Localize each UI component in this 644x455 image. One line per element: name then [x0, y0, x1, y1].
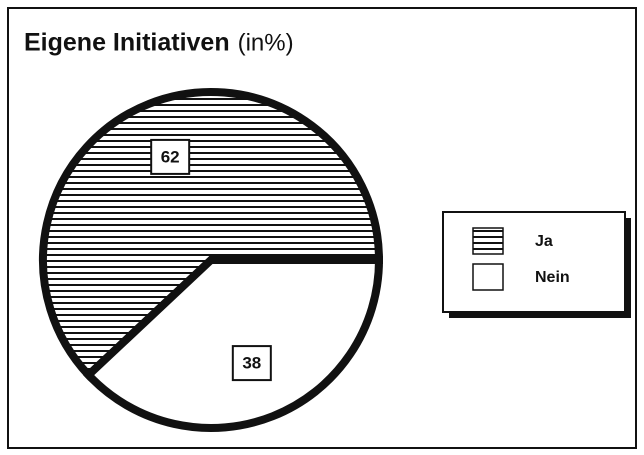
legend [442, 211, 626, 313]
pie-slice [39, 88, 384, 381]
data-label: 62 [161, 147, 180, 166]
legend-swatch [472, 227, 504, 255]
data-label-box [231, 345, 272, 382]
pie-slice [82, 256, 384, 432]
data-label-box [150, 138, 191, 175]
data-label: 38 [242, 354, 261, 373]
chart-subtitle: (in%) [238, 29, 294, 56]
legend-swatch [472, 263, 504, 291]
chart-title: Eigene Initiativen [24, 29, 230, 57]
legend-label: Nein [535, 269, 570, 286]
legend-label: Ja [535, 233, 553, 250]
